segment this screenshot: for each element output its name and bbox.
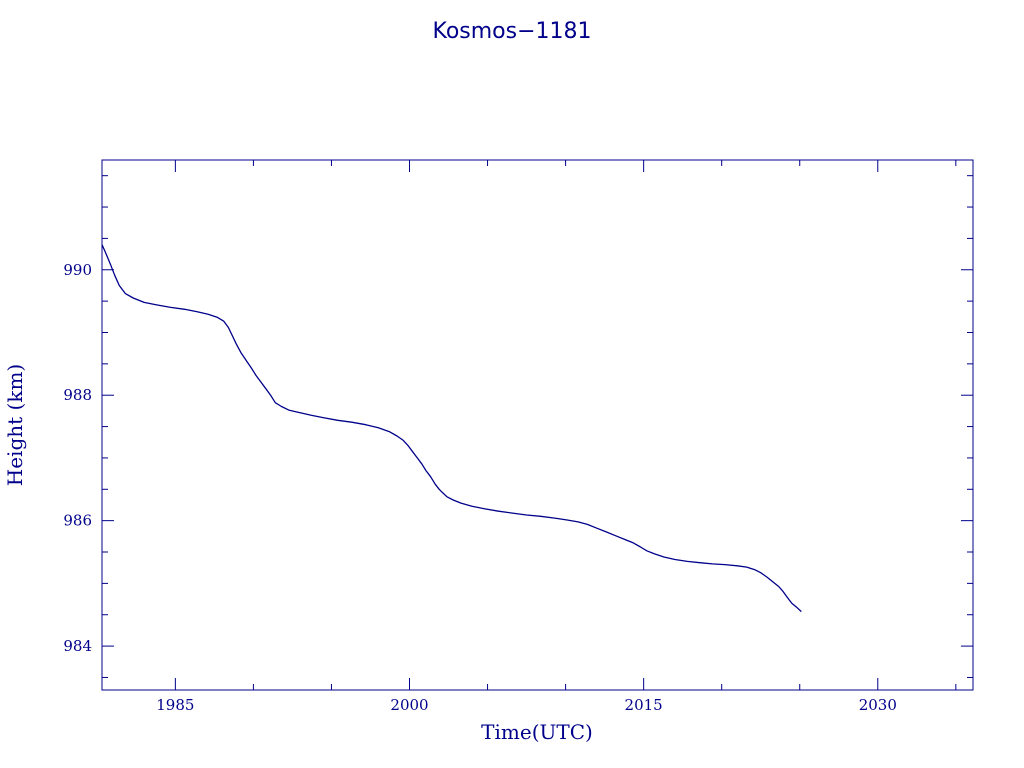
x-axis-label: Time(UTC): [481, 720, 593, 744]
x-tick-label: 2000: [390, 696, 428, 714]
y-tick-label: 988: [63, 386, 92, 404]
y-tick-label: 990: [63, 261, 92, 279]
x-tick-label: 2015: [625, 696, 663, 714]
tick-labels: 1985 2000 2015 2030 984 986 988 990: [63, 261, 897, 714]
axis-ticks: [102, 160, 973, 690]
x-tick-label: 2030: [859, 696, 897, 714]
plot-frame: [101, 159, 974, 691]
x-tick-label: 1985: [156, 696, 194, 714]
y-tick-label: 984: [63, 637, 92, 655]
y-axis-label: Height (km): [3, 364, 27, 486]
chart-title: Kosmos−1181: [432, 19, 591, 44]
height-series-line: [101, 244, 802, 613]
y-tick-label: 986: [63, 512, 92, 530]
